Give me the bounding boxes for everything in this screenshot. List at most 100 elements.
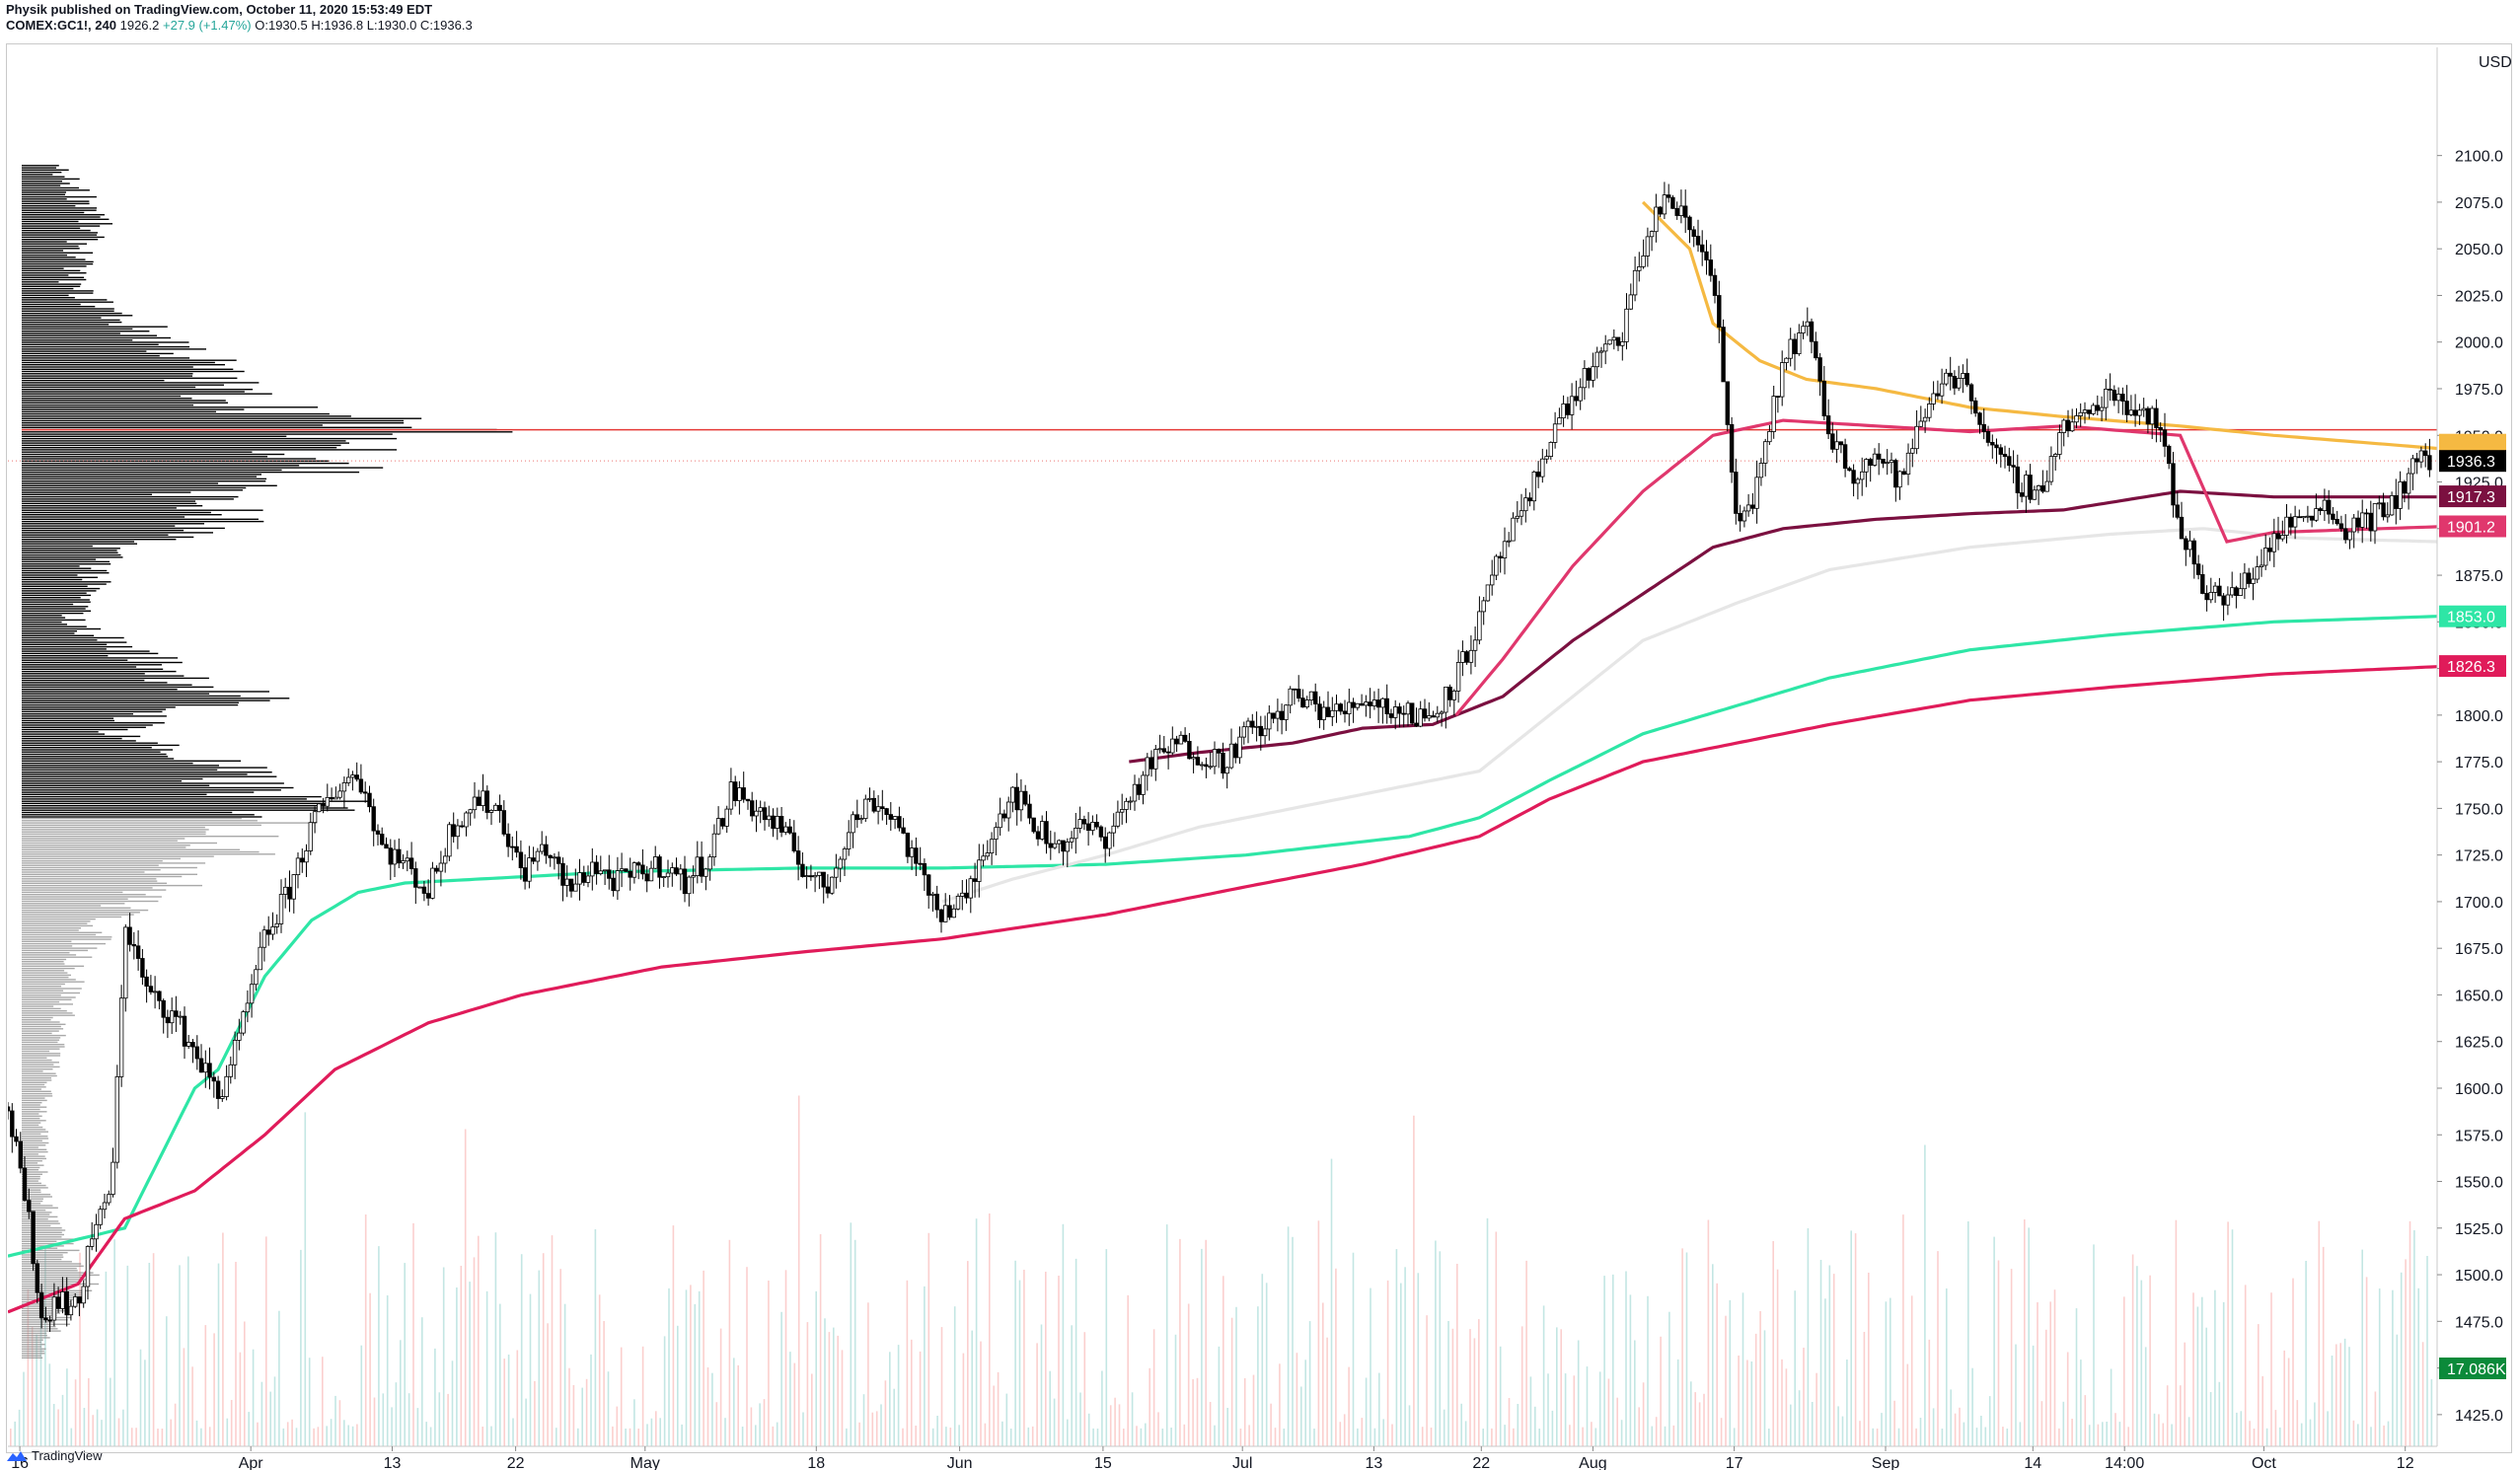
volume-profile-row — [22, 243, 87, 245]
volume-profile-row — [22, 234, 98, 236]
volume-profile-row — [22, 1196, 52, 1198]
candle-body — [1662, 194, 1668, 215]
volume-bar — [1378, 1372, 1380, 1446]
volume-bar — [1365, 1377, 1368, 1446]
candle-body — [1212, 749, 1218, 768]
volume-profile-row — [22, 822, 318, 824]
tradingview-footer[interactable]: TradingView — [6, 1448, 103, 1463]
volume-profile-row — [22, 218, 110, 220]
volume-profile-row — [22, 181, 62, 183]
candle-body — [2297, 516, 2302, 519]
volume-bar — [144, 1360, 146, 1446]
volume-profile-row — [22, 677, 209, 680]
volume-profile-row — [22, 777, 203, 780]
volume-profile-row — [22, 693, 210, 695]
volume-bar — [70, 1428, 73, 1446]
volume-profile-row — [22, 301, 113, 303]
volume-profile-row — [22, 816, 262, 818]
volume-profile-row — [22, 871, 145, 873]
volume-profile-row — [22, 853, 275, 855]
candle-body — [1721, 327, 1726, 383]
candle-body — [1292, 688, 1297, 691]
volume-bar — [741, 1427, 744, 1446]
volume-bar — [244, 1321, 246, 1446]
volume-profile-row — [22, 1068, 53, 1070]
candle-body — [981, 855, 986, 861]
candle-body — [1775, 396, 1781, 399]
volume-profile-row — [22, 820, 258, 822]
candle-body — [1691, 229, 1696, 237]
volume-bar — [737, 1364, 739, 1446]
volume-bar — [1343, 1414, 1346, 1446]
volume-profile-row — [22, 855, 214, 857]
candles — [8, 182, 2432, 1332]
volume-profile-row — [22, 831, 206, 833]
volume-profile-row — [22, 1296, 78, 1298]
volume-bar — [828, 1332, 831, 1446]
candle-body — [1200, 764, 1205, 767]
volume-bar — [1192, 1379, 1194, 1446]
volume-bar — [1993, 1236, 1995, 1446]
volume-bar — [391, 1407, 393, 1446]
volume-bar — [2374, 1391, 2377, 1446]
candle-body — [767, 815, 772, 821]
volume-bar — [1447, 1321, 1449, 1446]
volume-profile-row — [22, 1169, 39, 1171]
volume-bar — [2305, 1261, 2307, 1446]
volume-profile-row — [22, 1057, 47, 1059]
candle-body — [77, 1296, 82, 1304]
volume-profile-row — [22, 675, 185, 677]
price-tick-label: 1675.0 — [2455, 941, 2503, 958]
candle-body — [2162, 429, 2168, 447]
volume-profile-row — [22, 345, 190, 348]
candle-body — [560, 862, 565, 886]
candle-body — [577, 872, 582, 885]
volume-bar — [1313, 1429, 1315, 1446]
volume-profile-row — [22, 319, 120, 322]
volume-bar — [499, 1303, 501, 1446]
volume-profile-row — [22, 1328, 58, 1330]
volume-bar — [1339, 1422, 1342, 1446]
candle-body — [337, 790, 342, 798]
volume-profile-row — [22, 1023, 66, 1025]
candle-body — [943, 905, 948, 922]
candle-body — [397, 848, 402, 864]
volume-profile-row — [22, 254, 67, 257]
candle-body — [2326, 499, 2332, 515]
candle-body — [1531, 471, 1536, 502]
volume-profile-row — [22, 165, 59, 167]
volume-bar — [191, 1366, 193, 1446]
candle-body — [194, 1046, 199, 1060]
volume-bar — [2218, 1381, 2221, 1446]
candle-body — [22, 1167, 28, 1201]
candle-body — [548, 854, 553, 858]
volume-bar — [1223, 1276, 1224, 1446]
candle-body — [1191, 757, 1196, 760]
volume-bar — [1569, 1425, 1571, 1446]
volume-bar — [1564, 1373, 1567, 1446]
volume-bar — [1893, 1400, 1895, 1446]
candle-body — [707, 856, 712, 870]
volume-profile-row — [22, 912, 140, 914]
volume-profile-row — [22, 236, 105, 239]
volume-profile-row — [22, 474, 261, 476]
volume-bar — [2171, 1424, 2173, 1446]
candle-body — [901, 827, 906, 834]
candle-body — [1439, 711, 1445, 714]
volume-profile-row — [22, 176, 65, 178]
volume-bar — [1616, 1397, 1618, 1446]
volume-bar — [2258, 1324, 2260, 1446]
volume-bar — [1910, 1295, 1913, 1446]
volume-bar — [110, 1377, 111, 1446]
volume-bar — [2162, 1423, 2165, 1446]
volume-profile-row — [22, 615, 62, 617]
volume-profile-row — [22, 1283, 100, 1286]
volume-profile-row — [22, 529, 185, 532]
volume-profile-row — [22, 578, 83, 581]
volume-profile-row — [22, 534, 169, 536]
volume-profile-row — [22, 802, 328, 805]
volume-profile-row — [22, 1034, 66, 1037]
volume-bar — [356, 1424, 358, 1446]
volume-profile-row — [22, 833, 206, 836]
